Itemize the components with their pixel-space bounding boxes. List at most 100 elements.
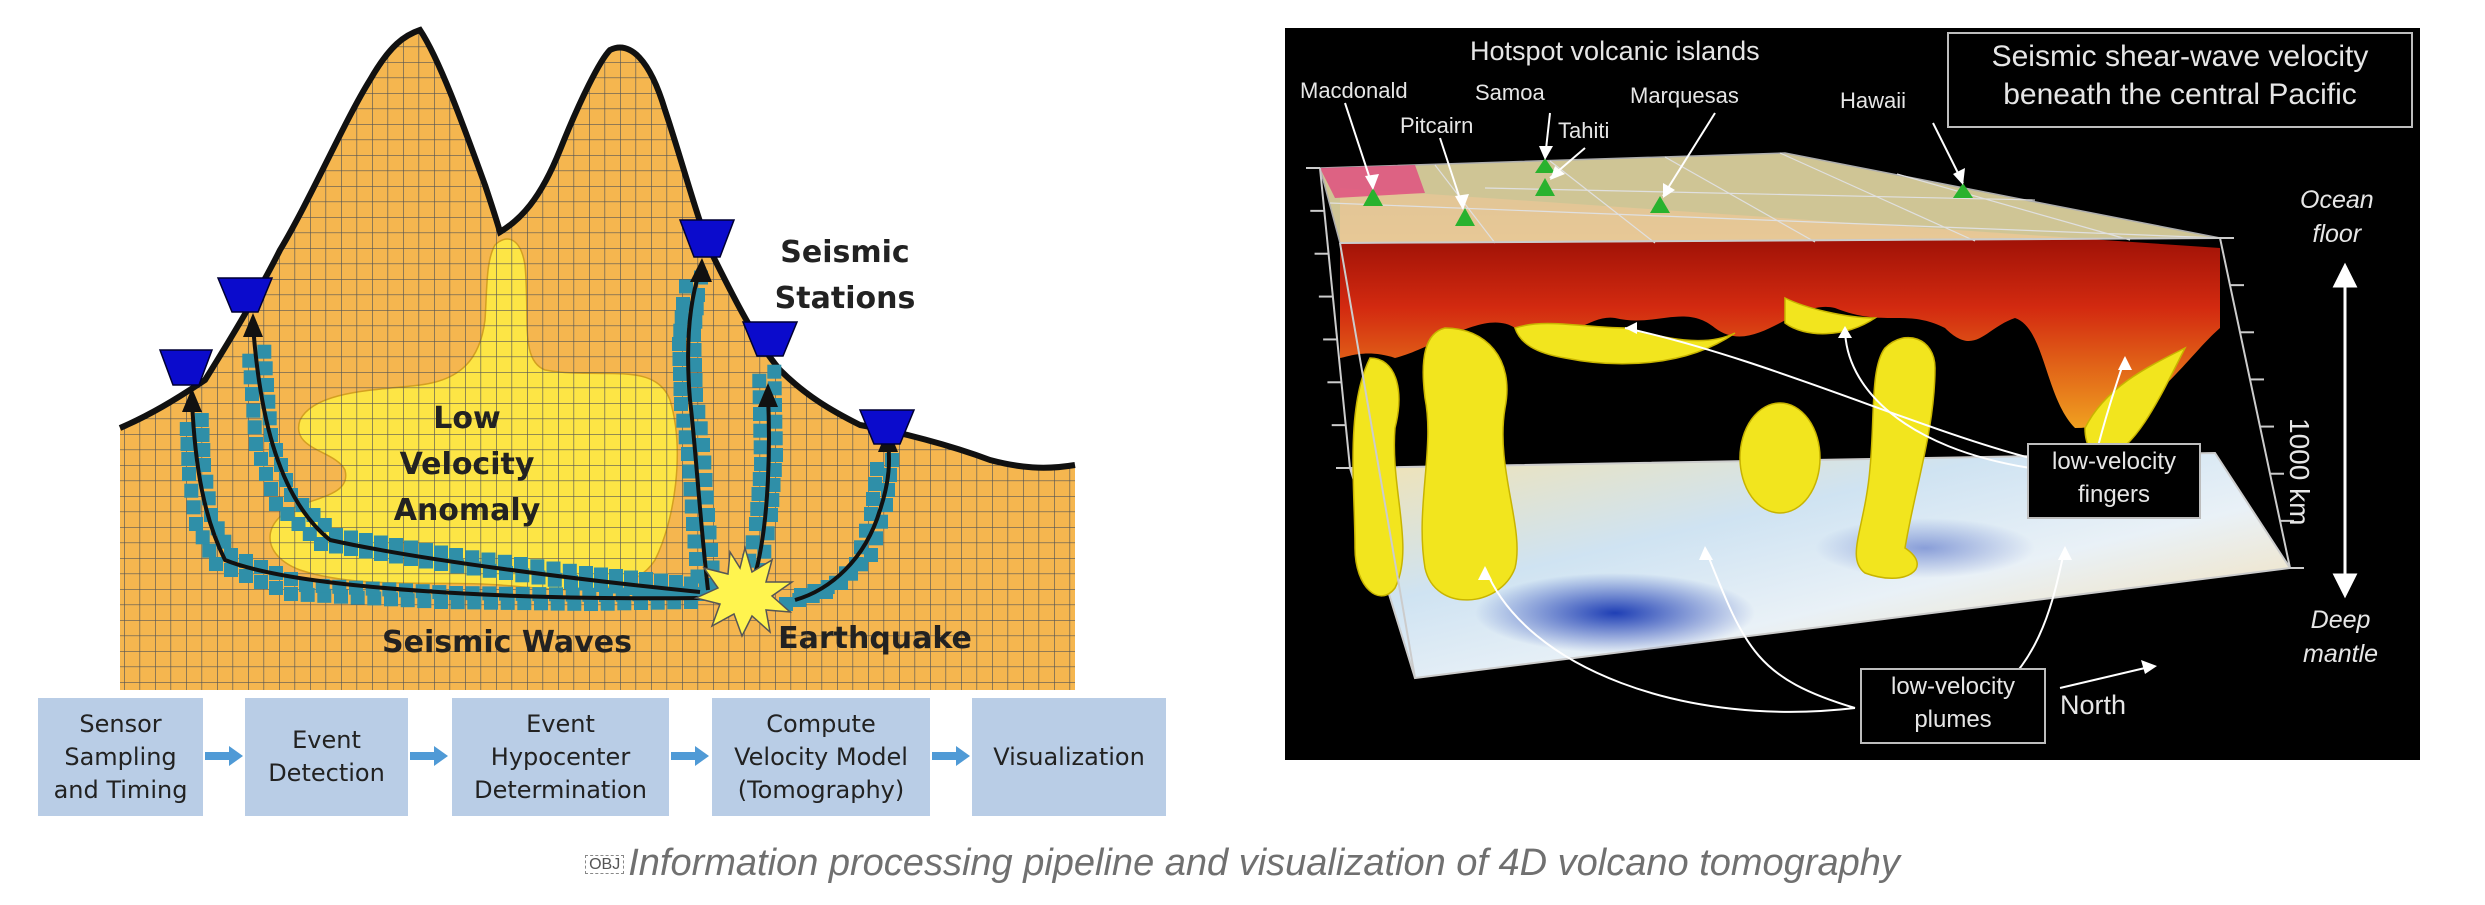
wave-cell bbox=[674, 310, 689, 325]
wave-cell bbox=[515, 586, 530, 601]
wave-cell bbox=[864, 507, 878, 521]
wave-cell bbox=[702, 525, 717, 540]
wave-cell bbox=[465, 550, 480, 565]
wave-cell bbox=[514, 557, 528, 571]
wave-cell bbox=[679, 279, 693, 294]
wave-cell bbox=[329, 528, 343, 542]
terrain-outline bbox=[118, 26, 1076, 471]
island-label-samoa: Samoa bbox=[1475, 80, 1545, 105]
wave-cell bbox=[868, 477, 882, 491]
wave-cell bbox=[698, 473, 713, 487]
depth-scale-label: 1000 km bbox=[2284, 418, 2315, 526]
wave-cell bbox=[745, 535, 760, 550]
wave-cell bbox=[594, 567, 608, 582]
wave-cell bbox=[419, 543, 433, 557]
plumes-line-2: plumes bbox=[1914, 706, 1992, 733]
wave-cell bbox=[257, 344, 272, 359]
wave-cell bbox=[562, 563, 577, 578]
pipeline-arrow-2 bbox=[410, 746, 448, 766]
wave-cell bbox=[766, 478, 781, 492]
pipeline-arrow-1 bbox=[205, 746, 243, 766]
deep-mantle-line-1: Deep bbox=[2310, 606, 2371, 634]
pipeline-step-visualization: Visualization bbox=[972, 698, 1166, 816]
wave-cell bbox=[314, 537, 328, 551]
wave-cell bbox=[673, 382, 688, 396]
tomography-title-box: Seismic shear-wave velocity beneath the … bbox=[1947, 32, 2413, 128]
ocean-floor-line-2: floor bbox=[2312, 220, 2362, 248]
ocean-floor-line-1: Ocean bbox=[2300, 186, 2374, 214]
wave-cell bbox=[673, 323, 688, 338]
anomaly-label-line-1: Low bbox=[433, 401, 500, 436]
island-label-macdonald: Macdonald bbox=[1300, 78, 1408, 103]
wave-cell bbox=[254, 575, 268, 589]
caption-text: Information processing pipeline and visu… bbox=[628, 842, 1900, 884]
wave-cell bbox=[182, 467, 196, 481]
wave-cell bbox=[284, 587, 298, 601]
wave-cell bbox=[344, 530, 358, 545]
wave-cell bbox=[247, 420, 262, 435]
wave-cell bbox=[217, 534, 232, 549]
wave-cell bbox=[767, 463, 782, 477]
low-velocity-plumes bbox=[1352, 296, 2187, 601]
wave-cell bbox=[639, 572, 653, 586]
wave-cell bbox=[754, 457, 768, 471]
wave-cell bbox=[291, 517, 306, 531]
seismic-ray-arrowheads bbox=[182, 258, 898, 452]
wave-cell bbox=[249, 437, 263, 451]
wave-cell bbox=[749, 517, 763, 531]
anomaly-label-line-2: Velocity bbox=[400, 447, 535, 482]
island-label-tahiti: Tahiti bbox=[1558, 118, 1610, 143]
wave-cell bbox=[697, 455, 712, 470]
wave-cell bbox=[753, 423, 768, 438]
depth-arrow bbox=[2332, 262, 2358, 599]
wave-cell bbox=[686, 517, 700, 531]
wave-cell bbox=[696, 438, 710, 452]
wave-cell bbox=[769, 448, 783, 462]
low-velocity-fingers-box: low-velocity fingers bbox=[2027, 443, 2201, 519]
wave-cell bbox=[672, 337, 686, 351]
wave-cell bbox=[688, 358, 702, 372]
island-cones bbox=[1363, 158, 1973, 226]
wave-cell bbox=[259, 467, 273, 481]
wave-cell bbox=[186, 500, 201, 515]
wave-cell bbox=[374, 535, 388, 550]
wave-cell bbox=[189, 517, 203, 531]
object-marker: OBJ bbox=[585, 854, 625, 874]
pipeline-step-event-detection: Event Detection bbox=[245, 698, 408, 816]
wave-cell bbox=[750, 502, 765, 516]
wave-cell bbox=[689, 552, 703, 566]
wave-cell bbox=[184, 483, 199, 498]
wave-cell bbox=[690, 569, 705, 584]
deep-mantle-label: Deep mantle bbox=[2303, 603, 2378, 671]
fingers-line-2: fingers bbox=[2077, 481, 2151, 508]
seismic-waves-label: Seismic Waves bbox=[382, 625, 632, 660]
deep-mantle-line-2: mantle bbox=[2303, 640, 2379, 668]
station-4 bbox=[741, 321, 799, 357]
wave-cell bbox=[751, 487, 766, 501]
wave-cell bbox=[682, 464, 697, 479]
wave-cell bbox=[180, 437, 195, 451]
island-label-marquesas: Marquesas bbox=[1630, 83, 1739, 108]
wave-cell bbox=[683, 482, 698, 496]
wave-cell bbox=[693, 421, 708, 436]
wave-cell bbox=[609, 569, 623, 583]
wave-cell bbox=[676, 413, 691, 428]
wave-cell bbox=[687, 343, 702, 357]
wave-cell bbox=[669, 575, 683, 589]
wave-cell bbox=[688, 373, 703, 387]
wave-cell bbox=[624, 570, 638, 585]
wave-cell bbox=[701, 508, 715, 522]
wave-cell bbox=[181, 452, 196, 466]
wave-cell bbox=[481, 552, 496, 567]
wave-cell bbox=[254, 452, 268, 466]
island-label-hawaii: Hawaii bbox=[1840, 88, 1907, 113]
plumes-line-1: low-velocity bbox=[1890, 673, 2016, 700]
volcano-cross-section-diagram: Low Velocity Anomaly Seismic Stations Se… bbox=[118, 26, 1076, 690]
pipeline-step-sensor-sampling: Sensor Sampling and Timing bbox=[38, 698, 203, 816]
wave-cell bbox=[684, 499, 699, 514]
wave-cell bbox=[870, 462, 884, 476]
wave-cell bbox=[434, 545, 448, 560]
wave-cell bbox=[449, 548, 463, 562]
title-line-2: beneath the central Pacific bbox=[2003, 78, 2357, 111]
wave-cell bbox=[704, 543, 718, 557]
